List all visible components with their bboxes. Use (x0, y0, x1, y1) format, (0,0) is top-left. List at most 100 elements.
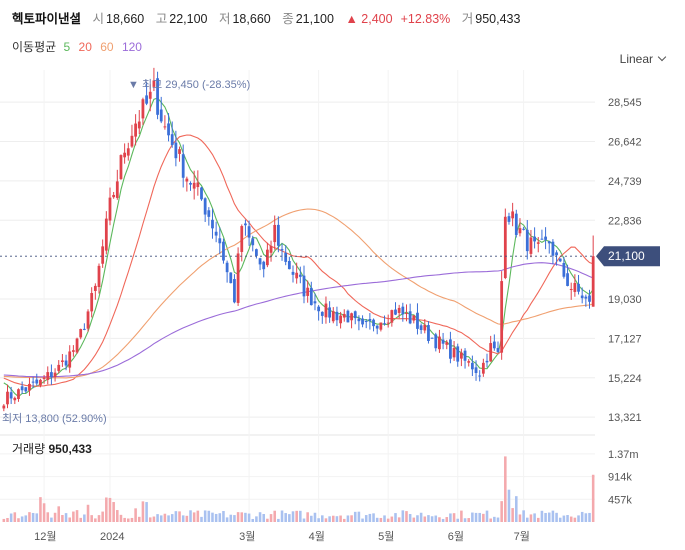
volume-bar (31, 512, 35, 522)
candle-body (302, 275, 306, 297)
volume-bar (390, 516, 394, 522)
price-tick-label: 26,642 (608, 137, 642, 149)
candle (214, 221, 218, 243)
volume-bar (163, 513, 167, 522)
volume-bar (35, 513, 39, 522)
candle-body (145, 95, 148, 104)
candle (390, 309, 394, 327)
candle (529, 229, 533, 258)
candle-body (445, 342, 449, 345)
ma-legend-title: 이동평균 (12, 40, 57, 54)
volume-bar (262, 514, 266, 522)
candle (148, 84, 152, 112)
candle-body (244, 223, 247, 226)
candle (405, 304, 408, 322)
candle (401, 302, 405, 322)
candle (123, 143, 127, 164)
volume-bar (555, 512, 558, 522)
volume-bar (116, 510, 119, 522)
volume-bar (394, 513, 397, 522)
volume-bar (6, 517, 9, 522)
candle (430, 337, 434, 339)
volume-bar (200, 516, 203, 522)
ma20-legend: 20 (78, 40, 92, 54)
volume-bar (233, 515, 236, 522)
scale-toggle-dropdown[interactable]: Linear (620, 52, 667, 66)
candle-body (86, 311, 90, 329)
candle-body (577, 283, 580, 292)
candle-body (309, 287, 313, 306)
volume-bar (478, 512, 481, 522)
candle (525, 220, 529, 260)
candle-body (295, 272, 299, 279)
volume-bar (94, 518, 97, 522)
candle-body (350, 313, 353, 321)
candle-body (178, 149, 181, 154)
candle (364, 319, 368, 329)
candle (229, 272, 233, 284)
candle-body (566, 273, 569, 286)
candle-body (61, 360, 64, 362)
open-value: 18,660 (106, 12, 145, 26)
volume-bar (236, 512, 240, 522)
candle (328, 301, 332, 323)
candle-body (148, 91, 152, 99)
candle (588, 289, 591, 309)
candle (24, 387, 28, 394)
volume-bar (566, 515, 569, 522)
candle-body (185, 178, 189, 182)
candle-body (438, 336, 441, 350)
candle (225, 260, 229, 283)
candle (276, 216, 280, 253)
volume-bar (536, 517, 540, 522)
candle-body (126, 148, 130, 156)
candle-body (119, 155, 123, 180)
candle (196, 170, 200, 196)
moving-average-legend[interactable]: 이동평균 5 20 60 120 (12, 38, 147, 55)
volume-bar (515, 496, 518, 522)
candle (485, 353, 489, 368)
volume-bar (452, 513, 456, 522)
candle-body (511, 211, 515, 219)
volume-bar (482, 513, 485, 522)
candle (397, 304, 401, 319)
volume-bar (412, 517, 416, 522)
candle-body (46, 372, 50, 380)
volume-bar (346, 515, 350, 522)
volume-bar (321, 515, 324, 522)
volume-bar (20, 516, 24, 522)
volume-bar (562, 515, 566, 522)
volume-bar (13, 512, 17, 522)
candle-body (339, 315, 342, 324)
annotations: ▼ 최고 29,450 (-28.35%) 최저 13,800 (52.90%) 2… (0, 78, 660, 425)
volume-bar (167, 515, 170, 522)
candle (489, 335, 493, 362)
time-tick-label: 12월 (34, 530, 56, 543)
candle (185, 176, 189, 192)
candle-body (97, 265, 101, 288)
candle (547, 240, 551, 254)
volume-bar (108, 497, 112, 522)
candle-body (379, 322, 383, 330)
candle (331, 307, 335, 324)
candle-body (588, 295, 591, 302)
volume-bar (258, 512, 262, 522)
candle-body (525, 229, 529, 252)
volume-bar (203, 510, 207, 522)
volume-bar (434, 515, 438, 522)
volume-bar (489, 518, 492, 522)
candle-body (342, 313, 346, 318)
volume-bar (353, 511, 357, 522)
volume-bar (291, 511, 295, 522)
volume-bar (50, 517, 53, 522)
time-tick-label: 2024 (100, 531, 124, 543)
volume-bar (577, 515, 580, 522)
volume-bar (408, 514, 412, 522)
candle-body (13, 397, 17, 401)
candle (386, 314, 390, 328)
volume-bar (591, 474, 595, 522)
candle (536, 237, 540, 253)
candle (57, 360, 61, 374)
volume-bar (474, 512, 478, 522)
